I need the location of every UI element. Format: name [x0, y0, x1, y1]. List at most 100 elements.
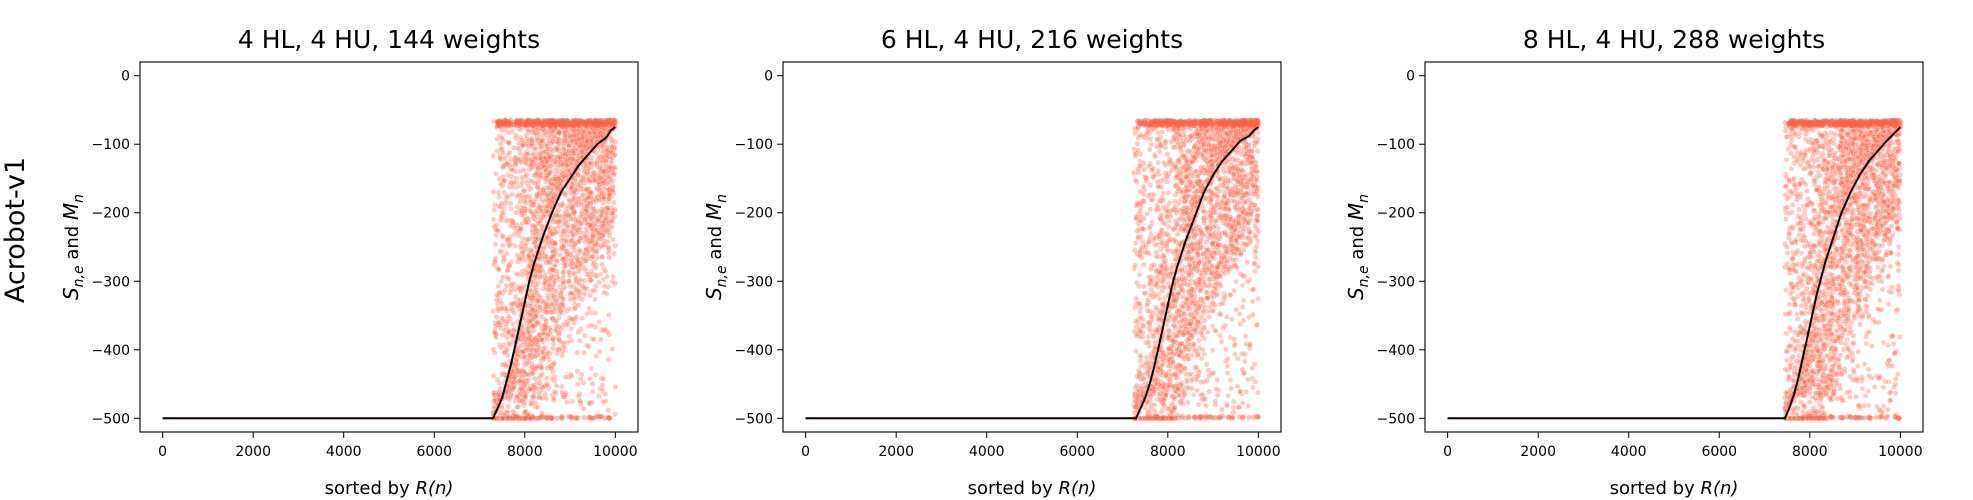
scatter-point	[511, 310, 517, 316]
scatter-point	[612, 280, 618, 287]
scatter-point	[574, 227, 580, 233]
scatter-point	[548, 133, 555, 140]
scatter-point	[550, 292, 557, 299]
scatter-point	[609, 346, 616, 352]
scatter-point	[546, 357, 552, 363]
scatter-point	[576, 288, 582, 294]
scatter-point	[545, 332, 552, 339]
scatter-point	[496, 132, 503, 139]
scatter-point	[561, 129, 568, 135]
scatter-point	[586, 415, 592, 421]
scatter-point	[1252, 223, 1258, 229]
scatter-point	[505, 139, 512, 146]
scatter-point	[520, 142, 526, 149]
scatter-point	[496, 194, 502, 200]
scatter-point	[515, 156, 522, 162]
scatter-point	[1236, 311, 1243, 317]
scatter-point	[503, 218, 509, 224]
scatter-point	[556, 310, 563, 317]
scatter-point	[554, 300, 560, 307]
scatter-point	[521, 167, 527, 173]
scatter-point	[560, 279, 566, 286]
scatter-point	[583, 226, 590, 232]
scatter-point	[1133, 202, 1140, 209]
scatter-point	[578, 371, 585, 378]
scatter-point	[581, 349, 587, 356]
scatter-point	[556, 329, 563, 335]
scatter-point	[550, 195, 557, 201]
scatter-point	[499, 405, 505, 411]
scatter-point	[561, 284, 568, 291]
scatter-point	[550, 248, 556, 255]
scatter-point	[528, 370, 535, 377]
scatter-point	[527, 186, 534, 192]
scatter-point	[604, 273, 611, 280]
scatter-point	[555, 136, 562, 142]
scatter-point	[605, 169, 612, 176]
scatter-point	[597, 119, 603, 125]
scatter-point	[606, 164, 613, 171]
scatter-point	[502, 287, 509, 294]
scatter-point	[582, 332, 588, 339]
scatter-point	[553, 258, 560, 264]
scatter-point	[494, 136, 501, 142]
scatter-point	[1189, 385, 1195, 392]
scatter-point	[554, 229, 561, 235]
scatter-point	[600, 180, 607, 186]
scatter-point	[1195, 401, 1202, 408]
scatter-point	[607, 179, 614, 185]
scatter-point	[570, 244, 577, 251]
scatter-point	[490, 308, 497, 314]
scatter-point	[575, 329, 582, 336]
scatter-point	[592, 177, 598, 184]
scatter-point	[578, 149, 585, 155]
scatter-point	[552, 278, 558, 285]
scatter-point	[528, 161, 535, 168]
scatter-point	[588, 215, 595, 222]
scatter-point	[587, 160, 593, 167]
scatter-point	[530, 150, 537, 157]
scatter-point	[516, 256, 522, 262]
scatter-point	[531, 239, 538, 246]
scatter-point	[549, 119, 556, 125]
scatter-point	[507, 290, 513, 296]
scatter-point	[556, 223, 562, 230]
scatter-point	[574, 158, 580, 165]
scatter-point	[529, 364, 535, 371]
scatter-point	[528, 287, 534, 294]
scatter-point	[508, 167, 515, 173]
scatter-point	[554, 147, 560, 153]
scatter-point	[503, 321, 510, 327]
scatter-point	[589, 381, 596, 387]
scatter-point	[584, 342, 591, 349]
plot-area	[162, 117, 619, 422]
scatter-point	[510, 144, 517, 151]
scatter-point	[584, 203, 591, 210]
scatter-point	[596, 348, 603, 355]
scatter-point	[572, 270, 578, 277]
scatter-point	[562, 344, 568, 350]
scatter-point	[1136, 271, 1143, 278]
scatter-point	[544, 415, 550, 421]
scatter-point	[540, 244, 547, 251]
scatter-point	[559, 352, 566, 359]
scatter-point	[581, 277, 588, 284]
scatter-point	[574, 349, 580, 356]
scatter-point	[566, 413, 572, 419]
scatter-point	[513, 135, 519, 142]
scatter-point	[594, 241, 601, 248]
scatter-point	[501, 177, 508, 183]
scatter-point	[566, 272, 573, 279]
scatter-point	[607, 148, 614, 155]
scatter-point	[555, 175, 562, 182]
scatter-point	[507, 223, 514, 229]
chart-title: 4 HL, 4 HU, 144 weights	[238, 25, 540, 54]
scatter-point	[501, 349, 508, 356]
scatter-point	[565, 212, 572, 218]
scatter-point	[576, 281, 583, 287]
scatter-point	[568, 325, 575, 332]
scatter-point	[589, 322, 595, 329]
scatter-point	[490, 189, 497, 195]
scatter-point	[513, 179, 520, 186]
scatter-point	[499, 332, 506, 338]
